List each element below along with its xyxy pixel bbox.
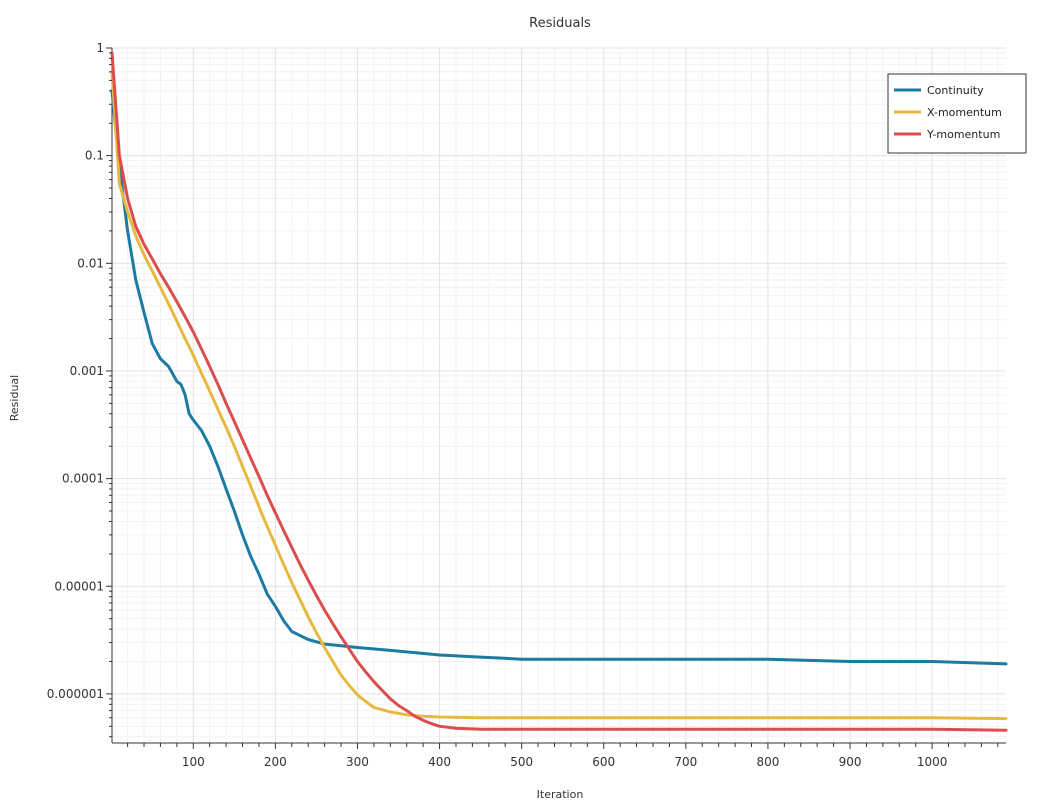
y-tick-label: 0.01 bbox=[77, 256, 104, 270]
x-tick-label: 800 bbox=[756, 755, 779, 769]
y-tick-label: 0.00001 bbox=[54, 579, 104, 593]
series-layer bbox=[110, 51, 1008, 732]
x-tick-label: 500 bbox=[510, 755, 533, 769]
legend-label-x-momentum: X-momentum bbox=[927, 106, 1002, 119]
y-axis-ticks: 1 0.1 0.01 0.001 0.0001 0.00001 0.000001 bbox=[47, 41, 112, 738]
series-line-continuity bbox=[110, 89, 1008, 666]
x-tick-label: 100 bbox=[182, 755, 205, 769]
y-tick-label: 0.0001 bbox=[62, 472, 104, 486]
x-tick-label: 700 bbox=[674, 755, 697, 769]
x-axis-ticks: 100 200 300 400 500 600 700 800 900 1000 bbox=[127, 743, 999, 769]
series-line-x-momentum bbox=[110, 70, 1008, 721]
x-tick-label: 1000 bbox=[917, 755, 948, 769]
y-axis-label: Residual bbox=[8, 375, 21, 421]
axes bbox=[111, 48, 1006, 744]
y-tick-label: 0.1 bbox=[85, 149, 104, 163]
x-tick-label: 900 bbox=[839, 755, 862, 769]
legend-label-continuity: Continuity bbox=[927, 84, 984, 97]
y-tick-label: 0.001 bbox=[70, 364, 104, 378]
legend: Continuity X-momentum Y-momentum bbox=[887, 73, 1027, 154]
x-tick-label: 300 bbox=[346, 755, 369, 769]
x-tick-label: 600 bbox=[592, 755, 615, 769]
series-line-y-momentum bbox=[110, 51, 1008, 732]
y-tick-label: 1 bbox=[96, 41, 104, 55]
x-tick-label: 200 bbox=[264, 755, 287, 769]
x-tick-label: 400 bbox=[428, 755, 451, 769]
grid bbox=[112, 47, 1006, 743]
y-tick-label: 0.000001 bbox=[47, 687, 104, 701]
chart-title: Residuals bbox=[529, 16, 591, 31]
x-axis-label: Iteration bbox=[537, 788, 584, 801]
legend-label-y-momentum: Y-momentum bbox=[926, 128, 1000, 141]
